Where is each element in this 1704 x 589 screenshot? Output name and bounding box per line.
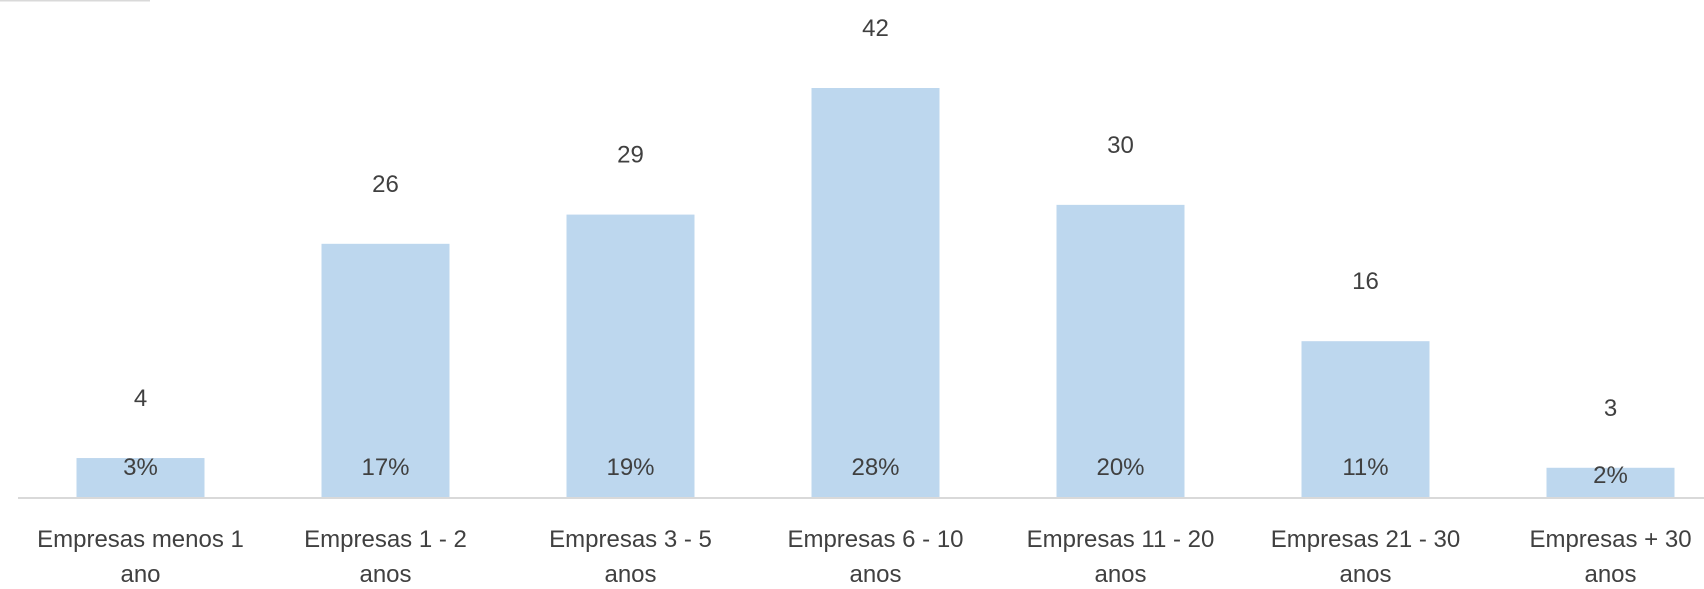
percent-label-2: 19% xyxy=(606,454,654,481)
bars xyxy=(76,88,1675,497)
bar-0 xyxy=(76,458,205,497)
category-label-3-line-1: anos xyxy=(849,561,901,588)
percent-label-6: 2% xyxy=(1593,462,1628,489)
value-label-0: 4 xyxy=(134,385,147,412)
value-label-3: 42 xyxy=(862,15,889,42)
value-label-2: 29 xyxy=(617,142,644,169)
data-labels: 4 3% 26 17% 29 19% 42 28% 30 20% 16 11% 3 2% xyxy=(123,15,1628,489)
bar-1 xyxy=(321,243,450,497)
category-label-4-line-0: Empresas 11 - 20 xyxy=(1027,526,1215,553)
bar-6 xyxy=(1546,467,1675,497)
bar-2 xyxy=(566,214,695,497)
category-label-5-line-0: Empresas 21 - 30 xyxy=(1271,526,1460,553)
category-label-1-line-1: anos xyxy=(359,561,411,588)
percent-label-3: 28% xyxy=(851,454,899,481)
bar-4 xyxy=(1056,204,1185,497)
percent-label-4: 20% xyxy=(1096,454,1144,481)
category-label-0-line-0: Empresas menos 1 xyxy=(37,526,244,553)
percent-label-1: 17% xyxy=(361,454,409,481)
category-label-5-line-1: anos xyxy=(1339,561,1391,588)
category-label-4-line-1: anos xyxy=(1094,561,1146,588)
category-label-0-line-1: ano xyxy=(120,561,160,588)
value-label-5: 16 xyxy=(1352,268,1379,295)
category-label-2-line-1: anos xyxy=(604,561,656,588)
category-labels: Empresas menos 1 ano Empresas 1 - 2 anos Emp… xyxy=(37,526,1691,588)
category-label-6-line-0: Empresas + 30 xyxy=(1529,526,1691,553)
percent-label-5: 11% xyxy=(1342,454,1388,481)
value-label-4: 30 xyxy=(1107,132,1134,159)
category-label-6-line-1: anos xyxy=(1584,561,1636,588)
legend-key-fragment xyxy=(0,0,150,2)
percent-label-0: 3% xyxy=(123,454,158,481)
bar-5 xyxy=(1301,341,1430,497)
value-label-6: 3 xyxy=(1604,395,1617,422)
category-label-3-line-0: Empresas 6 - 10 xyxy=(787,526,963,553)
category-label-2-line-0: Empresas 3 - 5 xyxy=(549,526,712,553)
category-label-1-line-0: Empresas 1 - 2 xyxy=(304,526,467,553)
bar-3 xyxy=(811,88,940,497)
value-label-1: 26 xyxy=(372,171,399,198)
